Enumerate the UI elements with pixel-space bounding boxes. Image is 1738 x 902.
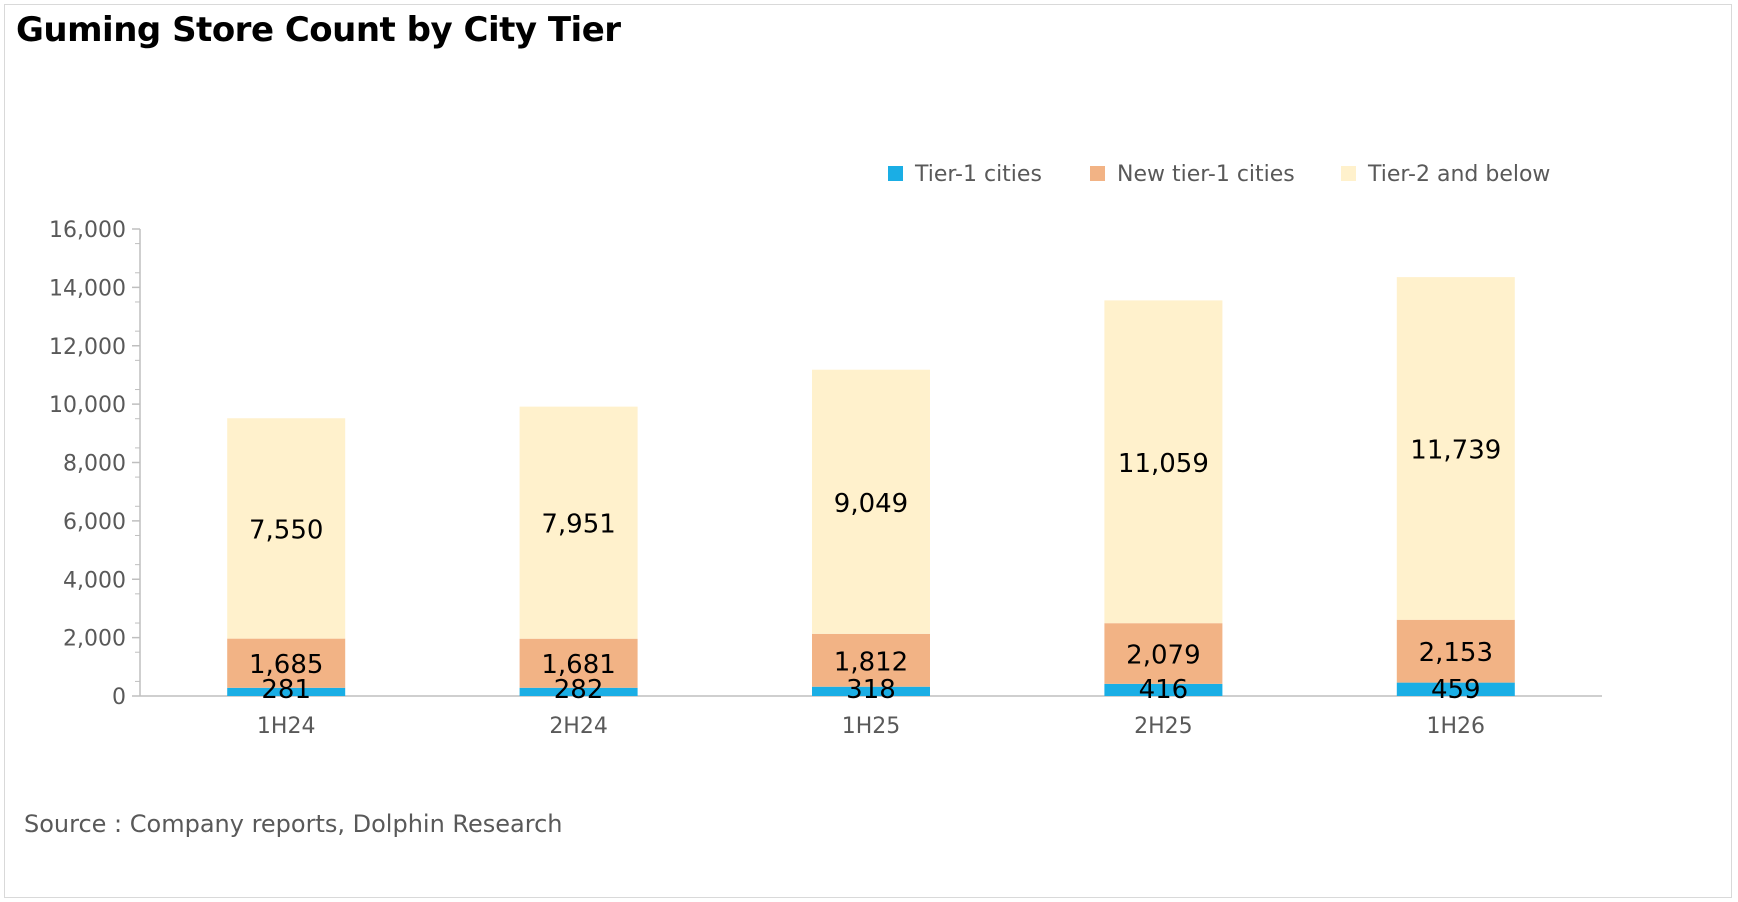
legend-label: Tier-1 cities [914, 162, 1042, 187]
x-tick-label: 2H25 [1134, 714, 1193, 739]
bar-segment [1396, 277, 1515, 620]
bar-segment [1104, 300, 1223, 624]
bar-segment [519, 406, 638, 639]
bar-segment [227, 687, 346, 696]
data-label: 2,153 [1419, 638, 1493, 668]
data-label: 281 [261, 675, 311, 705]
bar-segment [1104, 623, 1223, 684]
bar-segment [1396, 619, 1515, 683]
bar-segment [1104, 683, 1223, 696]
y-tick-label: 6,000 [63, 510, 126, 535]
legend-label: Tier-2 and below [1367, 162, 1550, 187]
bar-segment [812, 633, 930, 687]
bar-segment [519, 687, 638, 696]
bar-segment [812, 369, 930, 634]
y-tick-label: 12,000 [49, 335, 126, 360]
bar-segment [227, 418, 346, 639]
legend-label: New tier-1 cities [1117, 162, 1295, 187]
y-tick-label: 10,000 [49, 393, 126, 418]
y-tick-label: 14,000 [49, 276, 126, 301]
y-tick-label: 4,000 [63, 568, 126, 593]
bar-segment [812, 686, 930, 696]
y-tick-label: 2,000 [63, 627, 126, 652]
data-label: 416 [1139, 675, 1189, 705]
legend-swatch [1341, 166, 1356, 181]
y-tick-label: 8,000 [63, 452, 126, 477]
data-label: 282 [554, 675, 604, 705]
y-tick-label: 0 [112, 685, 126, 710]
data-label: 1,681 [541, 650, 615, 680]
bar-segment [1396, 682, 1515, 696]
data-label: 11,739 [1410, 435, 1501, 465]
x-tick-label: 1H24 [257, 714, 316, 739]
bar-segment [519, 638, 638, 688]
x-tick-label: 1H25 [842, 714, 901, 739]
chart-title: Guming Store Count by City Tier [16, 10, 621, 50]
data-label: 1,812 [834, 647, 908, 677]
data-label: 7,550 [249, 515, 323, 545]
legend-swatch [1090, 166, 1105, 181]
x-tick-label: 2H24 [549, 714, 608, 739]
source-note: Source : Company reports, Dolphin Resear… [24, 810, 563, 838]
data-label: 459 [1431, 675, 1481, 705]
data-label: 7,951 [541, 510, 615, 540]
bar-segment [227, 638, 346, 688]
data-label: 1,685 [249, 650, 323, 680]
data-label: 11,059 [1118, 449, 1209, 479]
data-label: 318 [846, 675, 896, 705]
chart-frame [4, 4, 1732, 898]
y-tick-label: 16,000 [49, 218, 126, 243]
data-label: 2,079 [1126, 641, 1200, 671]
x-tick-label: 1H26 [1427, 714, 1486, 739]
data-label: 9,049 [834, 489, 908, 519]
legend-swatch [888, 166, 903, 181]
